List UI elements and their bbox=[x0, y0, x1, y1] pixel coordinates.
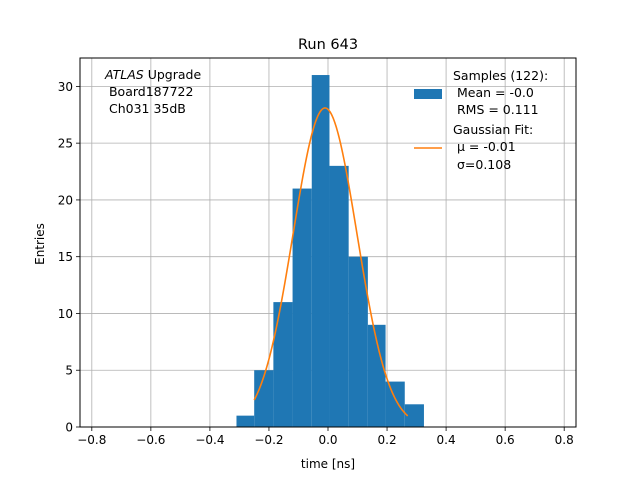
legend-fit-mu: μ = -0.01 bbox=[453, 139, 516, 154]
histogram-bar bbox=[292, 188, 312, 427]
legend-histogram-mean: Mean = -0.0 bbox=[453, 85, 534, 100]
x-tick-label: 0.8 bbox=[555, 433, 574, 447]
x-tick-label: 0.2 bbox=[378, 433, 397, 447]
histogram-bar bbox=[236, 415, 255, 427]
x-tick-label: −0.4 bbox=[195, 433, 224, 447]
x-tick-label: 0.6 bbox=[496, 433, 515, 447]
svg-text:ATLAS Upgrade: ATLAS Upgrade bbox=[104, 67, 201, 82]
annotation-upgrade: Upgrade bbox=[144, 67, 202, 82]
legend-fit-sigma: σ=0.108 bbox=[453, 157, 511, 172]
y-tick-label: 5 bbox=[65, 364, 73, 378]
gaussian-fit bbox=[253, 107, 409, 417]
chart-title: Run 643 bbox=[298, 37, 358, 53]
legend-fit-label: Gaussian Fit: bbox=[453, 122, 533, 137]
x-axis-ticks: −0.8 −0.6 −0.4 −0.2 0.0 0.2 0.4 0.6 0.8 bbox=[77, 427, 574, 447]
legend-histogram-label: Samples (122): bbox=[453, 68, 548, 83]
y-tick-label: 10 bbox=[58, 307, 73, 321]
annotation-board: Board187722 bbox=[105, 84, 193, 99]
y-tick-label: 15 bbox=[58, 250, 73, 264]
atlas-annotation: ATLAS Upgrade Board187722 Ch031 35dB bbox=[104, 67, 201, 116]
x-tick-label: 0.0 bbox=[318, 433, 337, 447]
histogram-bar bbox=[385, 381, 405, 427]
annotation-channel: Ch031 35dB bbox=[105, 101, 186, 116]
y-axis-ticks: 0 5 10 15 20 25 30 bbox=[58, 80, 80, 435]
x-axis-label: time [ns] bbox=[301, 457, 355, 471]
histogram-bar bbox=[404, 404, 424, 427]
y-tick-label: 30 bbox=[58, 80, 73, 94]
histogram-bar bbox=[367, 324, 386, 427]
legend: Samples (122): Mean = -0.0 RMS = 0.111 G… bbox=[414, 68, 548, 172]
histogram-bars bbox=[236, 75, 424, 428]
histogram-bar bbox=[348, 256, 368, 427]
y-tick-label: 25 bbox=[58, 137, 73, 151]
histogram-bar bbox=[329, 165, 349, 427]
x-tick-label: 0.4 bbox=[437, 433, 456, 447]
x-tick-label: −0.8 bbox=[77, 433, 106, 447]
y-axis-label: Entries bbox=[33, 223, 47, 265]
gaussian-fit-line bbox=[253, 107, 409, 417]
annotation-atlas: ATLAS bbox=[104, 67, 144, 82]
x-tick-label: −0.6 bbox=[136, 433, 165, 447]
histogram-bar bbox=[311, 75, 330, 428]
histogram-bar bbox=[273, 302, 293, 427]
y-tick-label: 0 bbox=[65, 421, 73, 435]
y-tick-label: 20 bbox=[58, 193, 73, 207]
histogram-bar bbox=[254, 370, 274, 427]
x-tick-label: −0.2 bbox=[254, 433, 283, 447]
legend-histogram-swatch bbox=[414, 89, 442, 99]
legend-histogram-rms: RMS = 0.111 bbox=[453, 102, 539, 117]
